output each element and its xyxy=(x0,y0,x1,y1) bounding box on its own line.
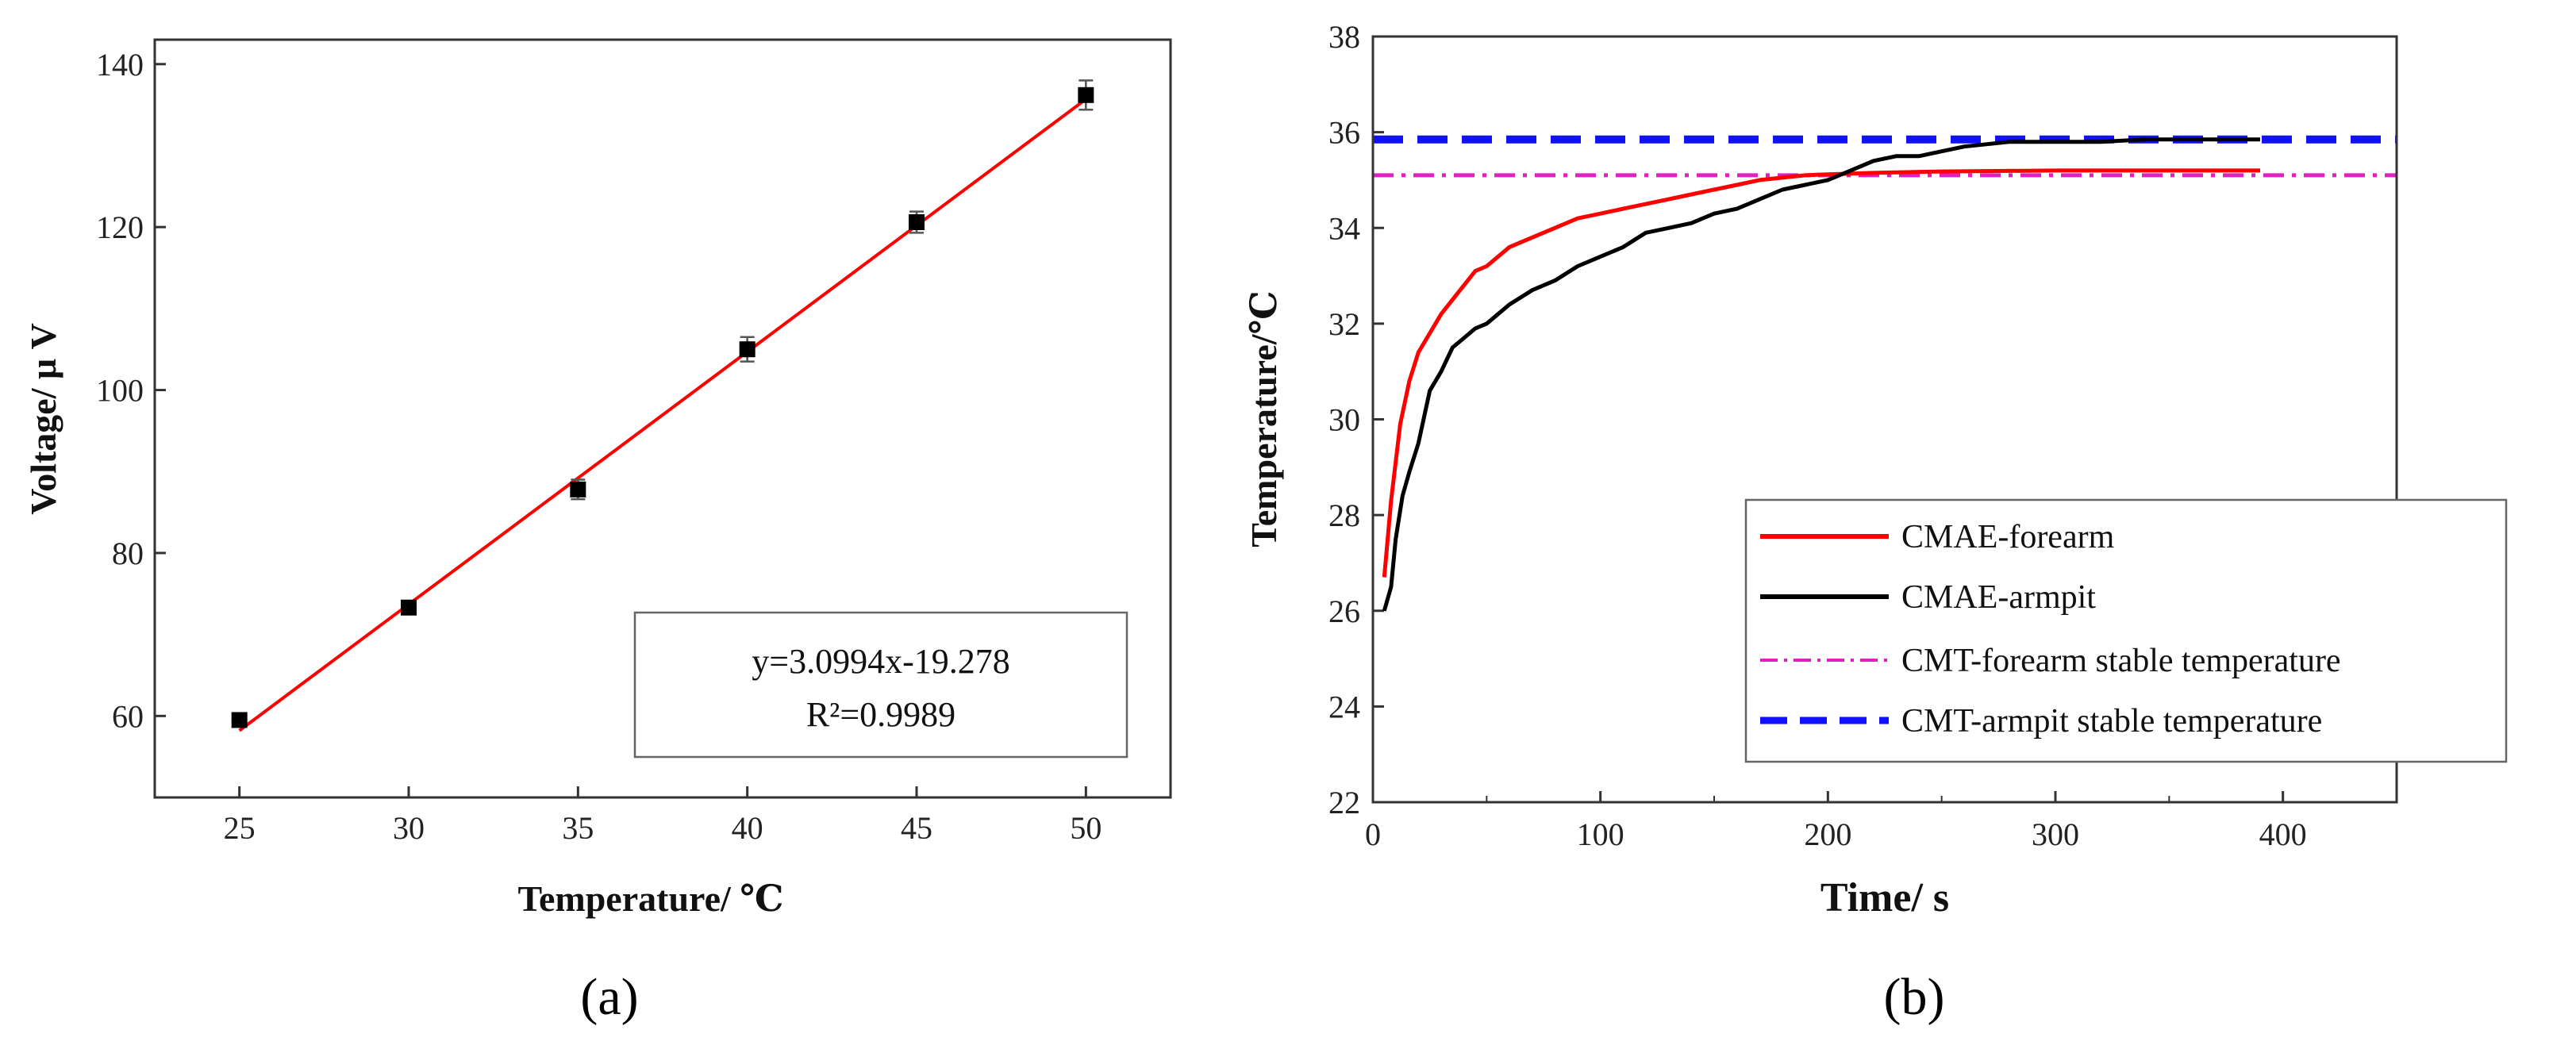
chart-b-y-axis-label: Temperature/℃ xyxy=(1244,290,1284,547)
chart-b-series-layer xyxy=(1373,135,2397,612)
chart-a-y-tick-label: 140 xyxy=(96,47,144,83)
data-point xyxy=(231,712,248,728)
series-cmae-forearm xyxy=(1382,168,2260,578)
chart-a-x-tick-label: 50 xyxy=(1070,810,1102,846)
chart-b-x-tick-label: 200 xyxy=(1804,816,1851,852)
panel-a-label: (a) xyxy=(580,968,638,1026)
chart-a-ticks: 25 30 35 40 45 50 60 80 100 120 140 xyxy=(96,47,1102,846)
data-point xyxy=(401,599,417,616)
chart-a-fit-layer xyxy=(238,98,1087,732)
chart-b-ticks: 0 100 200 300 400 22 24 26 28 30 32 34 36 38 xyxy=(1328,19,2307,852)
chart-a-x-tick-label: 35 xyxy=(562,810,594,846)
chart-a-y-tick-label: 60 xyxy=(112,698,144,734)
equation-line-2: R²=0.9989 xyxy=(806,695,955,734)
chart-a-y-tick-label: 100 xyxy=(96,373,144,409)
chart-a-x-tick-label: 30 xyxy=(393,810,425,846)
chart-b-x-tick-label: 0 xyxy=(1365,816,1381,852)
fit-line xyxy=(238,98,1087,732)
equation-box: y=3.0994x-19.278 R²=0.9989 xyxy=(633,611,1128,759)
data-point xyxy=(739,341,755,358)
chart-b-frame xyxy=(1371,35,2398,804)
chart-b-y-tick-label: 24 xyxy=(1328,689,1360,724)
chart-b-y-tick-label: 22 xyxy=(1328,785,1360,820)
chart-a-x-axis-label: Temperature/ ℃ xyxy=(518,878,784,919)
chart-b-x-axis-label: Time/ s xyxy=(1821,875,1949,920)
legend-label-cmt-forearm: CMT-forearm stable temperature xyxy=(1901,643,2341,679)
legend-label-cmt-armpit: CMT-armpit stable temperature xyxy=(1901,703,2322,740)
chart-b-y-tick-label: 34 xyxy=(1328,210,1360,246)
equation-box-frame xyxy=(633,611,1128,759)
chart-a-points xyxy=(231,79,1094,728)
data-point xyxy=(1078,86,1094,103)
chart-b-x-tick-label: 100 xyxy=(1577,816,1624,852)
chart-b-y-tick-label: 26 xyxy=(1328,594,1360,629)
chart-b-x-tick-label: 300 xyxy=(2032,816,2079,852)
chart-b: 0 100 200 300 400 22 24 26 28 30 32 34 36 38 CMAE-for… xyxy=(1244,19,2508,920)
series-cmae-armpit xyxy=(1382,137,2260,612)
legend-label-cmae-forearm: CMAE-forearm xyxy=(1901,519,2115,555)
chart-b-y-tick-label: 32 xyxy=(1328,306,1360,342)
chart-b-x-tick-label: 400 xyxy=(2259,816,2307,852)
chart-a-x-tick-label: 40 xyxy=(732,810,763,846)
chart-b-y-tick-label: 30 xyxy=(1328,402,1360,438)
chart-a: 25 30 35 40 45 50 60 80 100 120 140 y=3.0994x-19.2… xyxy=(23,38,1172,919)
chart-a-y-tick-label: 80 xyxy=(112,536,144,571)
chart-b-y-tick-label: 28 xyxy=(1328,498,1360,533)
chart-a-y-axis-label: Voltage/ μ V xyxy=(23,323,63,515)
equation-line-1: y=3.0994x-19.278 xyxy=(752,642,1009,681)
legend-frame xyxy=(1744,498,2508,763)
data-point xyxy=(909,214,925,231)
legend: CMAE-forearm CMAE-armpit CMT-forearm sta… xyxy=(1744,498,2508,763)
chart-a-x-tick-label: 25 xyxy=(224,810,256,846)
panel-b-label: (b) xyxy=(1884,968,1945,1026)
chart-a-frame xyxy=(153,38,1172,799)
chart-a-x-tick-label: 45 xyxy=(901,810,932,846)
legend-label-cmae-armpit: CMAE-armpit xyxy=(1901,579,2096,616)
chart-b-y-tick-label: 38 xyxy=(1328,19,1360,55)
chart-b-y-tick-label: 36 xyxy=(1328,115,1360,151)
chart-a-y-tick-label: 120 xyxy=(96,209,144,245)
data-point xyxy=(570,481,586,498)
